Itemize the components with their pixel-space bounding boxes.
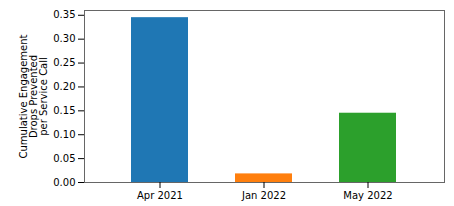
svg-text:0.10: 0.10	[53, 129, 75, 140]
svg-text:0.20: 0.20	[53, 81, 75, 92]
svg-text:Jan 2022: Jan 2022	[241, 190, 286, 201]
svg-text:0.00: 0.00	[53, 177, 75, 188]
svg-text:0.25: 0.25	[53, 57, 75, 68]
svg-text:Cumulative EngagementDrops Pre: Cumulative EngagementDrops Preventedper …	[18, 34, 49, 158]
svg-text:Apr 2021: Apr 2021	[137, 190, 183, 201]
svg-text:0.05: 0.05	[53, 153, 75, 164]
svg-text:May 2022: May 2022	[343, 190, 392, 201]
svg-text:0.30: 0.30	[53, 33, 75, 44]
svg-text:0.35: 0.35	[53, 9, 75, 20]
svg-text:0.15: 0.15	[53, 105, 75, 116]
